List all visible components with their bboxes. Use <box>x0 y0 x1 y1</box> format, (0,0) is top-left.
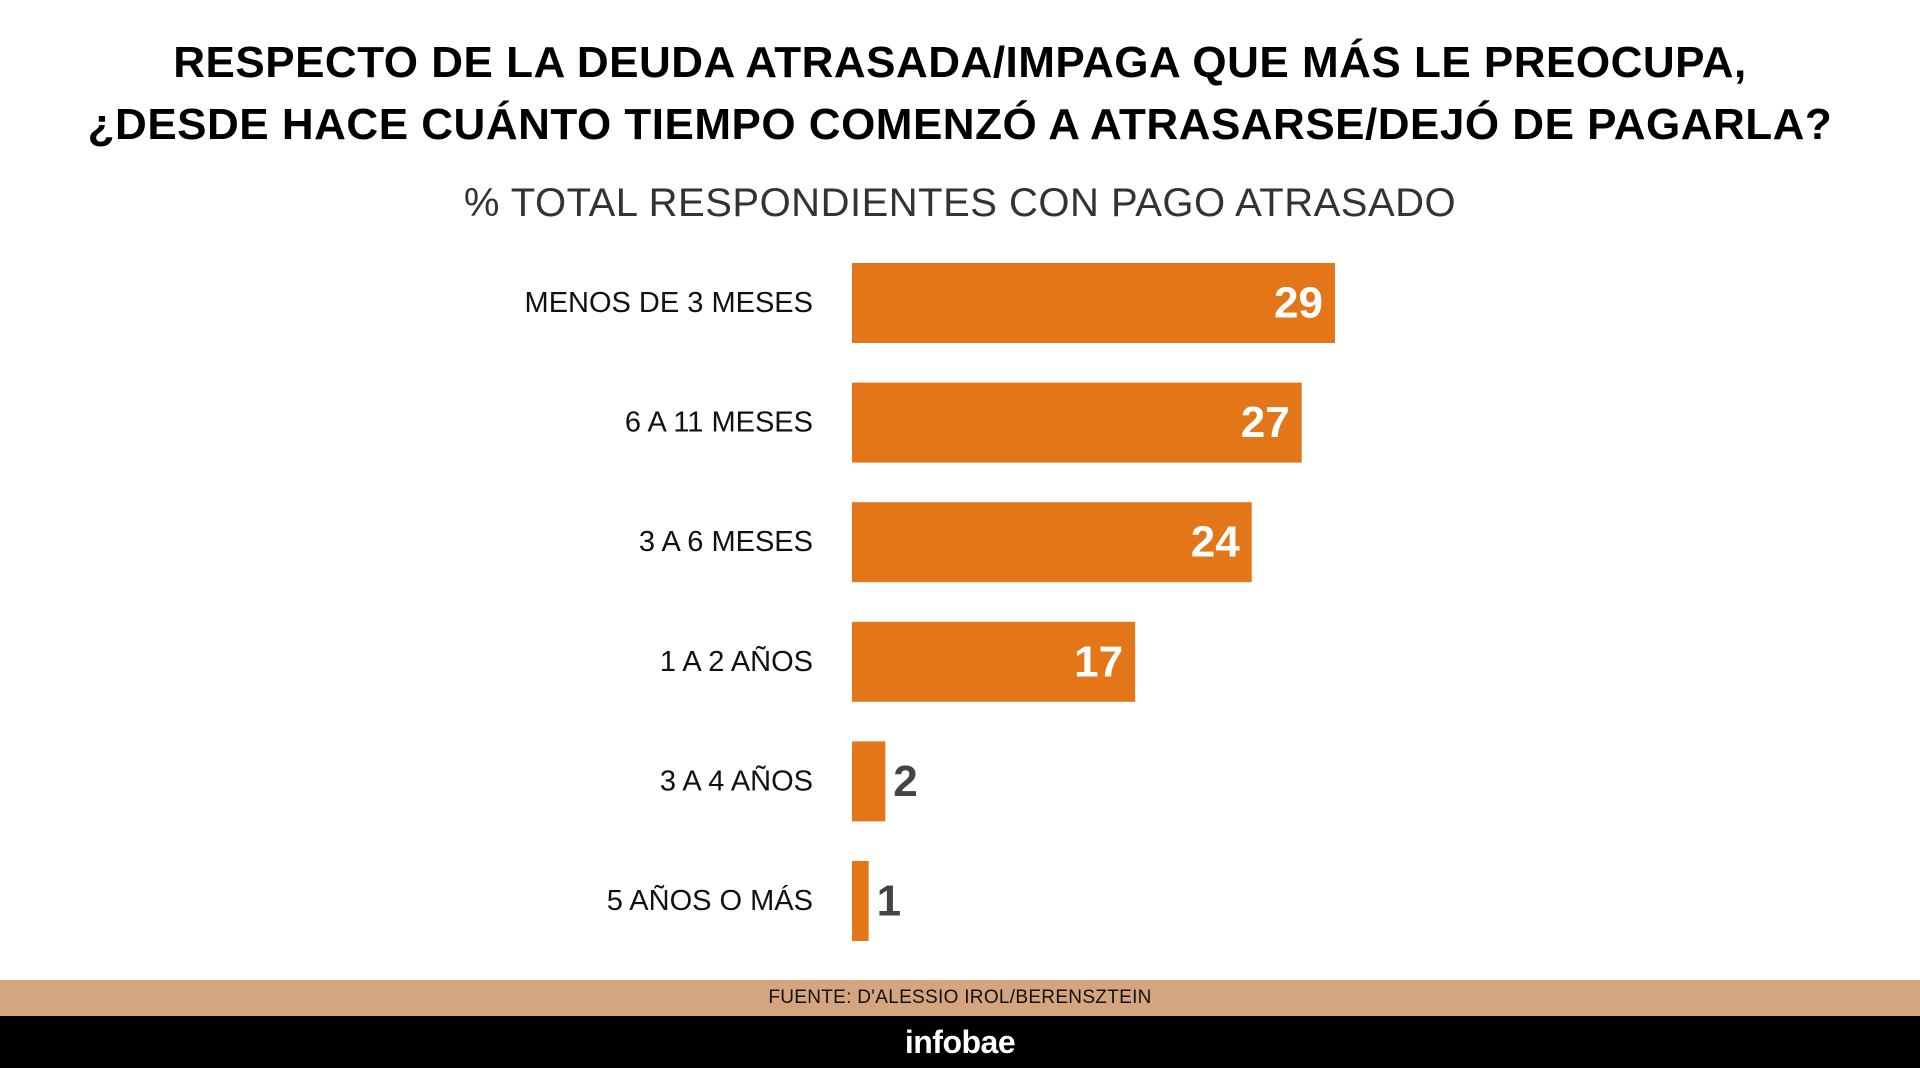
chart-title-line-1: RESPECTO DE LA DEUDA ATRASADA/IMPAGA QUE… <box>173 38 1747 87</box>
bar <box>852 861 869 941</box>
category-label: 5 AÑOS O MÁS <box>607 883 813 917</box>
chart-title: RESPECTO DE LA DEUDA ATRASADA/IMPAGA QUE… <box>0 32 1920 156</box>
value-label: 29 <box>1274 279 1323 328</box>
value-label: 2 <box>893 757 917 806</box>
category-label: 1 A 2 AÑOS <box>660 644 813 678</box>
bar <box>852 382 1302 463</box>
category-label: 3 A 6 MESES <box>639 526 813 558</box>
infobae-logo: infobae <box>904 1024 1016 1060</box>
value-label: 17 <box>1074 637 1123 686</box>
value-label: 1 <box>877 877 901 926</box>
source-note: FUENTE: D'ALESSIO IROL/BERENSZTEIN <box>0 980 1920 1016</box>
chart-title-line-2: ¿DESDE HACE CUÁNTO TIEMPO COMENZÓ A ATRA… <box>87 100 1833 149</box>
category-label: 3 A 4 AÑOS <box>660 763 813 797</box>
bar <box>852 621 1136 702</box>
bar <box>852 502 1252 583</box>
value-label: 24 <box>1191 518 1240 567</box>
category-label: MENOS DE 3 MESES <box>525 287 813 319</box>
bar-chart: MENOS DE 3 MESES 29 6 A 11 MESES 27 3 A 6 ME… <box>525 263 1335 941</box>
footer-bar: infobae <box>0 1016 1920 1068</box>
chart-subtitle: % TOTAL RESPONDIENTES CON PAGO ATRASADO <box>463 181 1457 225</box>
category-label: 6 A 11 MESES <box>625 407 813 439</box>
bar <box>852 263 1335 343</box>
value-label: 27 <box>1241 398 1290 447</box>
bar <box>852 741 886 822</box>
